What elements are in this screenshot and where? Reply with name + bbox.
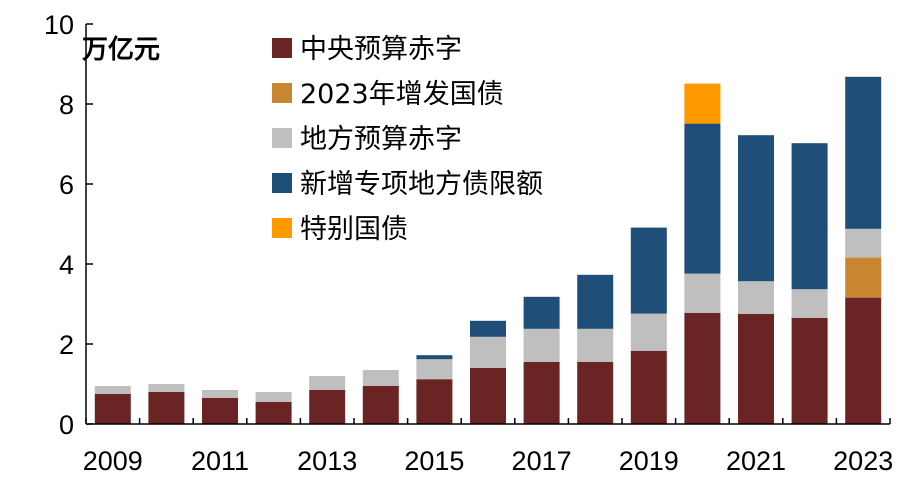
bar-2017-series-3 (523, 296, 560, 329)
y-tick-label: 10 (44, 10, 74, 40)
bar-2022-series-3 (791, 143, 828, 290)
bar-2023-series-3 (845, 76, 882, 229)
bar-2021-series-0 (738, 314, 774, 424)
x-tick-label: 2017 (512, 446, 572, 476)
bar-2016-series-0 (470, 368, 506, 424)
bar-2023-series-0 (845, 297, 882, 424)
bar-2014-series-0 (362, 386, 399, 424)
bar-2020-series-4 (684, 83, 721, 124)
bar-2013-series-0 (309, 390, 346, 424)
legend-label: 中央预算赤字 (300, 34, 462, 65)
y-tick-label: 0 (59, 410, 74, 440)
bar-2020-series-3 (684, 123, 721, 274)
legend-swatch (272, 173, 292, 193)
bar-2016-series-3 (470, 320, 506, 337)
bar-2015-series-3 (416, 355, 453, 360)
bar-2018-series-3 (577, 274, 614, 329)
bar-2009-series-0 (94, 394, 131, 424)
bar-2014-series-2 (362, 370, 399, 386)
legend-label: 新增专项地方债限额 (300, 169, 543, 200)
y-unit-label: 万亿元 (82, 35, 160, 65)
bar-2021-series-2 (738, 281, 774, 314)
legend-swatch (272, 128, 292, 148)
legend-label: 2023年增发国债 (300, 79, 504, 110)
bar-2012-series-2 (255, 392, 292, 402)
bar-2011-series-0 (202, 398, 238, 424)
bar-2012-series-0 (255, 402, 292, 424)
legend-label: 特别国债 (300, 214, 408, 245)
y-tick-label: 2 (59, 330, 74, 360)
legend-swatch (272, 218, 292, 238)
y-tick-group: 0 2 4 6 8 10 (44, 10, 93, 440)
bar-2022-series-2 (791, 289, 828, 318)
x-tick-label: 2021 (726, 446, 786, 476)
x-tick-label: 2015 (404, 446, 464, 476)
bar-2017-series-0 (523, 362, 560, 424)
legend-swatch (272, 38, 292, 58)
bar-2015-series-0 (416, 379, 453, 424)
bar-2019-series-3 (630, 227, 667, 314)
x-tick-group: 2009 2011 2013 2015 2017 2019 2021 2023 (83, 418, 893, 476)
bar-2019-series-0 (630, 350, 667, 424)
bar-2020-series-0 (684, 312, 721, 424)
y-tick-label: 6 (59, 170, 74, 200)
bar-2021-series-3 (738, 135, 774, 282)
bar-2015-series-2 (416, 359, 453, 380)
x-tick-label: 2009 (83, 446, 143, 476)
bar-2020-series-2 (684, 273, 721, 313)
bar-2022-series-0 (791, 318, 828, 424)
bar-2011-series-2 (202, 390, 238, 398)
bar-2019-series-2 (630, 313, 667, 351)
bar-2018-series-0 (577, 362, 614, 424)
bar-2023-series-2 (845, 228, 882, 258)
x-tick-label: 2023 (833, 446, 893, 476)
x-tick-label: 2019 (619, 446, 679, 476)
bar-2017-series-2 (523, 328, 560, 362)
bar-2013-series-2 (309, 376, 346, 390)
bar-2023-series-1 (845, 257, 882, 298)
y-tick-label: 4 (59, 250, 74, 280)
legend-swatch (272, 83, 292, 103)
x-tick-label: 2013 (297, 446, 357, 476)
bar-layer (94, 76, 882, 424)
bar-2010-series-0 (148, 392, 185, 424)
bar-2018-series-2 (577, 328, 614, 362)
bar-2016-series-2 (470, 336, 506, 368)
legend-label: 地方预算赤字 (300, 124, 462, 155)
y-tick-label: 8 (59, 90, 74, 120)
x-tick-label: 2011 (191, 446, 249, 476)
bar-2009-series-2 (94, 386, 131, 394)
bar-2010-series-2 (148, 384, 185, 392)
